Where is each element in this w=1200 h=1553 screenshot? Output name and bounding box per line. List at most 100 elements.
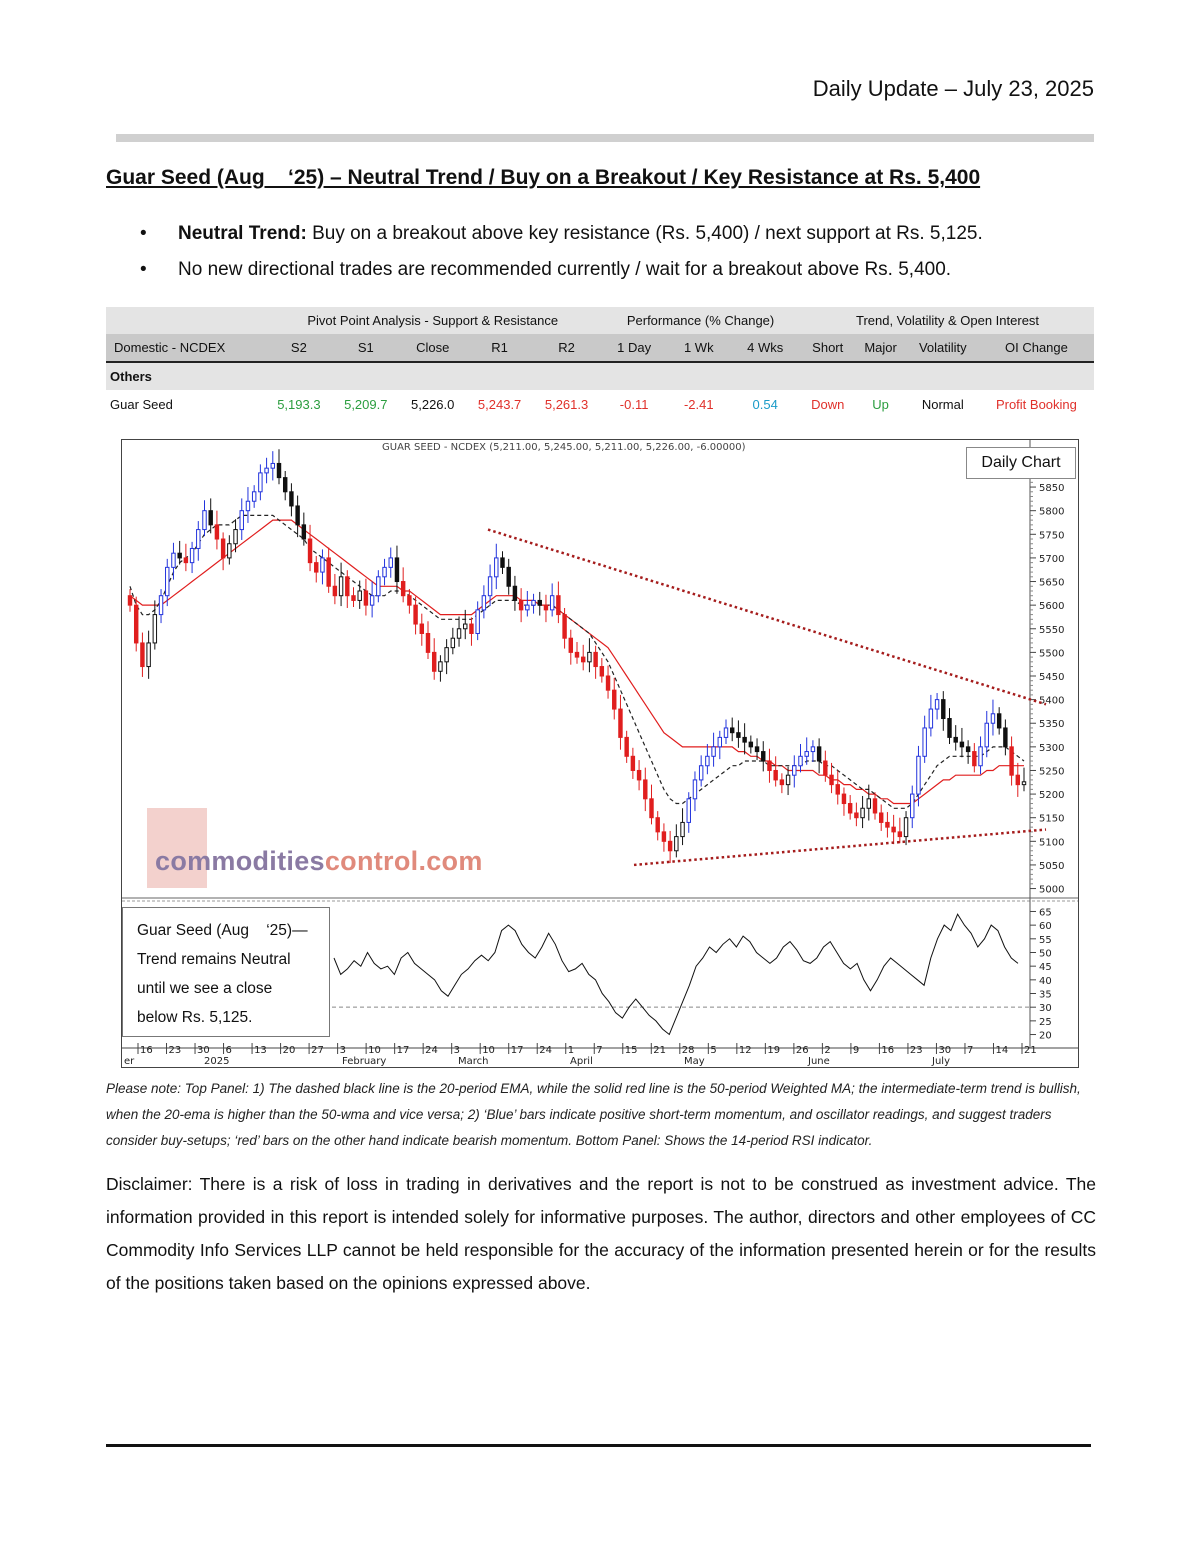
candle-body <box>574 651 580 658</box>
y-tick-label: 5750 <box>1039 530 1064 541</box>
col-header: S2 <box>265 334 333 363</box>
x-tick-label: 23 <box>910 1045 923 1056</box>
candle-body <box>270 462 276 469</box>
candle-body <box>518 599 524 611</box>
group-performance: Performance (% Change) <box>600 307 802 334</box>
rsi-tick-label: 65 <box>1039 907 1052 918</box>
candle-body <box>332 585 338 597</box>
candle-body <box>655 817 660 833</box>
candle-body <box>444 647 449 663</box>
resistance-trendline <box>487 528 1047 706</box>
x-tick-label: 30 <box>938 1045 951 1056</box>
candle-body <box>624 736 629 757</box>
candle-body <box>133 604 139 644</box>
cell-major: Up <box>872 396 889 412</box>
candle-body <box>711 746 716 757</box>
candle-body <box>512 585 518 601</box>
x-month-label: February <box>342 1056 386 1067</box>
candle-body <box>196 529 201 549</box>
candle-body <box>1009 746 1014 776</box>
x-tick-label: 3 <box>454 1045 460 1056</box>
cell-s2: 5,193.3 <box>277 396 321 412</box>
cell-volatility: Normal <box>921 396 964 412</box>
x-tick-label: 5 <box>710 1045 716 1056</box>
candle-body <box>941 699 946 720</box>
cell-close: 5,226.0 <box>411 396 455 412</box>
candle-body <box>189 547 195 564</box>
candle-body <box>562 614 567 639</box>
x-tick-label: 21 <box>653 1045 666 1056</box>
candle-body <box>829 774 834 786</box>
candle-body <box>742 736 747 743</box>
cell-r2: 5,261.3 <box>544 396 589 412</box>
candle-body <box>860 807 865 819</box>
y-tick-label: 5850 <box>1039 483 1064 494</box>
bullet-item: No new directional trades are recommende… <box>140 258 1100 282</box>
candle-body <box>500 557 505 568</box>
x-tick-label: 7 <box>967 1045 973 1056</box>
section-label: Others <box>106 362 1094 390</box>
x-tick-label: 2 <box>824 1045 830 1056</box>
col-header: Volatility <box>906 334 979 363</box>
candle-body <box>922 727 927 757</box>
x-tick-label: 10 <box>482 1045 495 1056</box>
candle-body <box>934 699 940 710</box>
candle-body <box>587 651 592 663</box>
candle-body <box>276 462 282 479</box>
x-month-label: May <box>684 1056 705 1067</box>
candle-body <box>419 623 425 634</box>
candle-body <box>754 746 760 753</box>
candle-body <box>854 812 859 819</box>
pivot-table: Pivot Point Analysis - Support & Resista… <box>106 307 1094 418</box>
candle-body <box>698 765 704 781</box>
x-tick-label: 16 <box>881 1045 894 1056</box>
footer-rule <box>106 1444 1091 1447</box>
candle-body <box>295 505 300 526</box>
candle-body <box>978 746 983 767</box>
candle-body <box>208 510 213 526</box>
candle-body <box>717 736 723 748</box>
candle-body <box>301 524 307 540</box>
candle-body <box>146 642 151 668</box>
y-tick-label: 5450 <box>1039 672 1064 683</box>
candle-body <box>158 595 164 616</box>
candle-body <box>612 689 617 710</box>
candle-body <box>885 821 890 828</box>
group-pivot: Pivot Point Analysis - Support & Resista… <box>265 307 601 334</box>
candle-body <box>394 557 400 583</box>
support-trendline <box>633 828 1047 867</box>
candle-body <box>127 595 133 606</box>
x-tick-label: 30 <box>197 1045 210 1056</box>
col-header: 4 Wks <box>729 334 802 363</box>
y-tick-label: 5650 <box>1039 578 1064 589</box>
candle-body <box>810 746 816 753</box>
cell-name: Guar Seed <box>110 396 173 412</box>
y-tick-label: 5350 <box>1039 719 1064 730</box>
candle-body <box>785 774 791 786</box>
x-tick-label: 21 <box>1024 1045 1037 1056</box>
candle-body <box>568 637 574 653</box>
candle-body <box>1021 781 1027 786</box>
col-header: R2 <box>533 334 601 363</box>
x-tick-label: 20 <box>283 1045 296 1056</box>
column-header-row: Domestic - NCDEX S2 S1 Close R1 R2 1 Day… <box>106 334 1094 363</box>
candle-body <box>841 793 847 805</box>
candle-body <box>891 826 896 833</box>
candle-body <box>636 769 642 781</box>
x-month-label: April <box>570 1056 593 1067</box>
cell-oi: Profit Booking <box>995 396 1077 412</box>
col-header: Domestic - NCDEX <box>106 334 266 363</box>
candle-body <box>680 821 685 838</box>
candle-body <box>177 552 182 559</box>
candle-body <box>736 732 741 738</box>
candle-body <box>450 637 456 649</box>
candle-body <box>438 661 443 672</box>
y-tick-label: 5700 <box>1039 554 1064 565</box>
candle-body <box>456 628 462 639</box>
candle-body <box>165 566 170 597</box>
x-month-label: 2025 <box>204 1056 229 1067</box>
candle-body <box>816 746 822 762</box>
report-title: Guar Seed (Aug ‘25) – Neutral Trend / Bu… <box>106 166 981 189</box>
x-tick-label: 12 <box>739 1045 752 1056</box>
candle-body <box>649 798 654 819</box>
